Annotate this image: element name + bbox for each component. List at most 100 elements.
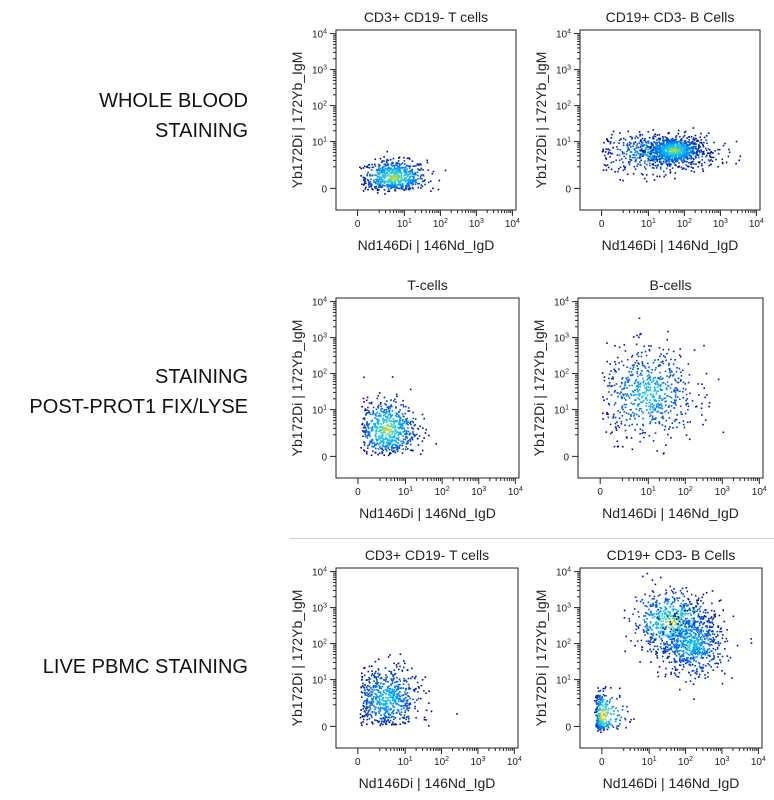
density-point <box>363 700 366 702</box>
density-point <box>373 444 376 447</box>
density-point <box>679 150 682 153</box>
density-point <box>678 165 680 168</box>
density-point <box>607 416 610 419</box>
density-point <box>691 157 693 159</box>
x-tick-exponent: 4 <box>518 756 522 763</box>
density-point <box>374 414 377 416</box>
density-point <box>624 429 627 432</box>
density-point <box>390 449 393 451</box>
density-point <box>708 405 710 408</box>
density-point <box>385 450 388 452</box>
density-point <box>406 708 408 710</box>
density-point <box>379 717 382 720</box>
density-point <box>382 166 384 169</box>
density-point <box>671 147 673 150</box>
density-point <box>641 599 644 601</box>
density-point <box>637 355 640 358</box>
density-point <box>652 160 655 162</box>
density-point <box>372 704 375 707</box>
density-point <box>398 166 401 169</box>
density-point <box>711 602 713 605</box>
density-point <box>673 599 676 601</box>
density-point <box>673 139 676 141</box>
density-point <box>400 404 402 406</box>
density-point <box>374 660 377 663</box>
density-point <box>670 629 672 631</box>
density-point <box>646 145 648 147</box>
density-point <box>640 639 643 642</box>
density-point <box>407 683 410 686</box>
density-point <box>685 154 688 157</box>
density-point <box>406 706 408 709</box>
density-point <box>369 704 371 707</box>
density-point <box>676 626 679 629</box>
density-point <box>682 620 685 622</box>
density-point <box>639 140 642 142</box>
density-point <box>438 179 441 182</box>
density-point <box>627 149 630 151</box>
density-point <box>681 413 683 416</box>
density-point <box>383 168 385 171</box>
density-point <box>689 161 691 164</box>
density-point <box>678 354 681 356</box>
density-point <box>626 379 629 381</box>
density-point <box>397 423 400 426</box>
density-point <box>678 144 680 147</box>
density-point <box>382 723 384 726</box>
density-point <box>641 361 644 363</box>
y-tick-exponent: 3 <box>323 65 327 72</box>
density-point <box>728 148 730 151</box>
density-point <box>384 403 386 405</box>
density-point <box>393 706 396 708</box>
density-point <box>698 144 700 146</box>
density-point <box>638 317 641 320</box>
density-point <box>416 699 418 701</box>
density-point <box>396 420 398 422</box>
density-point <box>676 640 678 642</box>
density-point <box>726 629 728 631</box>
density-point <box>679 612 682 615</box>
density-point <box>394 685 396 688</box>
density-point <box>649 614 651 617</box>
density-point <box>732 615 735 618</box>
density-point <box>406 437 408 439</box>
x-tick-label: 0 <box>599 219 605 230</box>
density-point <box>646 625 649 628</box>
density-point <box>620 395 623 398</box>
density-point <box>656 623 659 625</box>
density-point <box>400 186 403 189</box>
density-point <box>687 604 689 607</box>
density-point <box>392 181 394 183</box>
density-point <box>379 724 381 727</box>
density-point <box>650 146 652 149</box>
density-point <box>404 662 406 665</box>
density-point <box>384 722 387 725</box>
density-point <box>659 160 661 163</box>
density-point <box>710 626 713 628</box>
density-point <box>368 702 371 704</box>
density-point <box>674 148 677 150</box>
density-point <box>648 595 651 597</box>
density-point <box>627 376 629 379</box>
density-point <box>379 703 381 706</box>
density-point <box>366 421 368 423</box>
density-point <box>687 144 690 146</box>
density-point <box>367 711 369 714</box>
y-tick-label: 0 <box>321 184 327 195</box>
density-point <box>663 601 666 604</box>
density-point <box>620 391 622 393</box>
density-point <box>661 389 664 391</box>
x-tick-label: 101 <box>397 218 412 230</box>
density-point <box>664 606 666 608</box>
density-point <box>674 618 677 620</box>
density-point <box>385 680 387 683</box>
density-point <box>653 141 655 143</box>
density-point <box>625 377 627 380</box>
density-point <box>362 167 365 169</box>
density-point <box>621 152 624 155</box>
density-point <box>651 369 653 371</box>
density-point <box>689 421 691 423</box>
plot-title: CD3+ CD19- T cells <box>365 547 489 563</box>
density-point <box>636 334 638 337</box>
density-point <box>395 167 398 170</box>
